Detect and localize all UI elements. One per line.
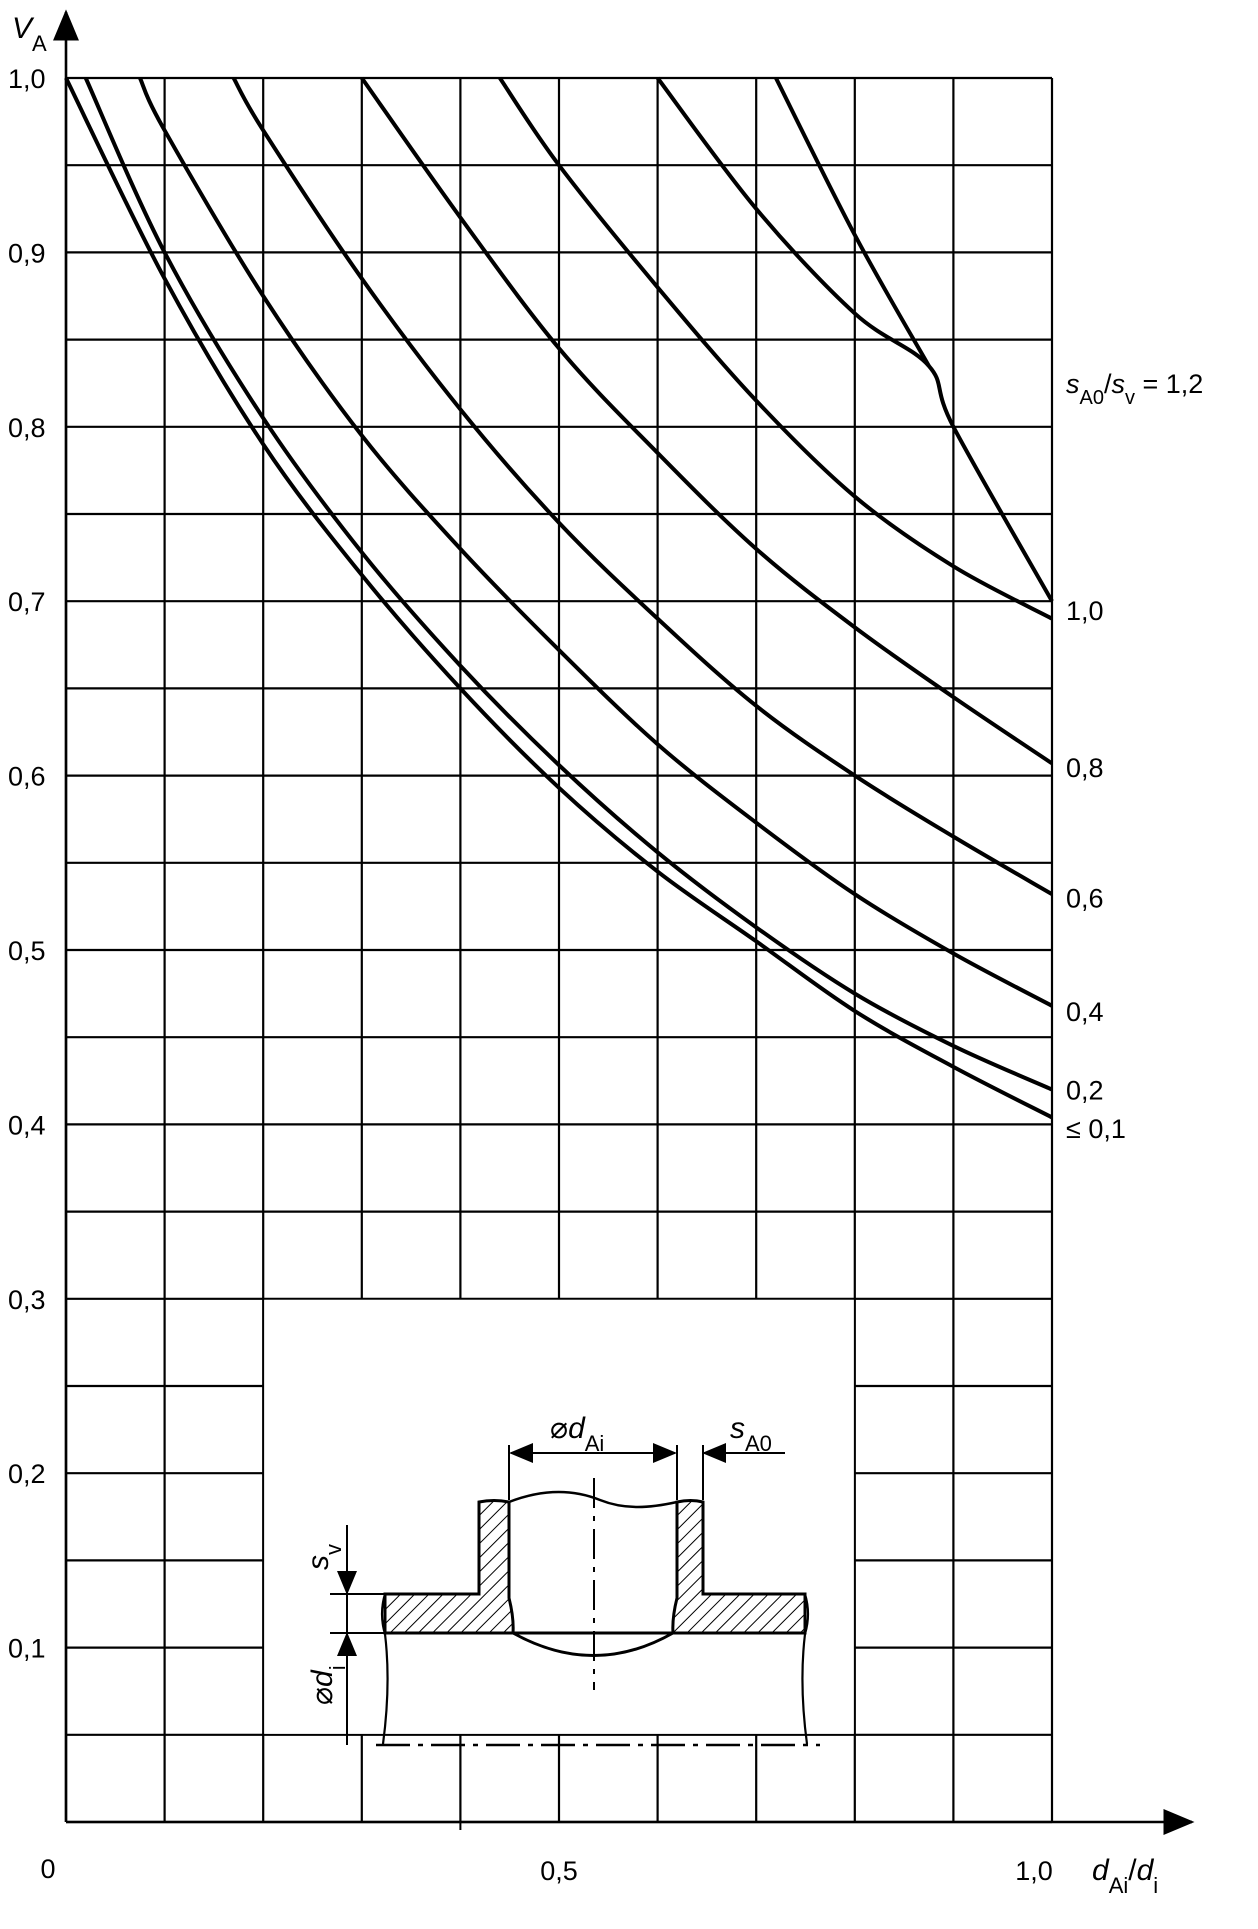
series-line-0 — [64, 77, 1053, 1120]
y-axis-label-part: A — [32, 31, 47, 56]
curve-label-part: A0 — [1080, 387, 1104, 409]
inset-label-dAi-part: d — [568, 1412, 586, 1445]
series-line-2 — [138, 77, 1053, 1008]
y-tick-label: 0,7 — [8, 587, 46, 617]
inset-label-dAi: ⌀dAi — [550, 1412, 604, 1456]
inset-label-sv: sv — [302, 1544, 346, 1570]
inset-break-right — [801, 1593, 810, 1745]
y-tick-label: 0,6 — [8, 762, 46, 792]
y-tick-label: 0,3 — [8, 1285, 46, 1315]
curve-label: 1,0 — [1066, 596, 1104, 626]
inset-label-di-part: d — [306, 1669, 339, 1687]
y-tick-label: 0,2 — [8, 1459, 46, 1489]
inset-label-di: ⌀di — [306, 1665, 350, 1705]
curve-label: 0,4 — [1066, 997, 1104, 1027]
x-axis-label-part: d — [1137, 1854, 1155, 1887]
series-line-4 — [360, 76, 1054, 766]
tick-labels: 0,10,20,30,40,50,60,70,80,91,00 0,5 1,0VAd… — [8, 12, 1203, 1898]
inset-label-sA0-part: A0 — [745, 1431, 772, 1456]
y-axis-label: VA — [12, 12, 47, 56]
inset-hatched-right — [671, 1499, 807, 1635]
y-tick-label: 0,9 — [8, 238, 46, 268]
inset-label-dAi-part: Ai — [585, 1431, 605, 1456]
series-line-7 — [774, 77, 931, 367]
curve-label: ≤ 0,1 — [1066, 1114, 1126, 1144]
axes — [53, 9, 1195, 1835]
x-axis-label: dAi/di — [1092, 1854, 1158, 1898]
curve-label-part: s — [1111, 369, 1125, 399]
curve-label-part: v — [1125, 387, 1135, 409]
inset-label-sv-part: s — [302, 1555, 335, 1570]
curve-label: 0,6 — [1066, 884, 1104, 914]
y-tick-label: 0,5 — [8, 936, 46, 966]
inset-label-sA0-part: s — [730, 1412, 745, 1445]
curve-label: sA0/sv = 1,2 — [1066, 369, 1203, 409]
inset-hatched-left — [383, 1499, 515, 1635]
curve-label: 0,8 — [1066, 753, 1104, 783]
x-axis-label-part: d — [1092, 1854, 1110, 1887]
x-tick-label: 0,5 — [540, 1856, 578, 1886]
curve-label: 0,2 — [1066, 1076, 1104, 1106]
series-line-1 — [83, 77, 1053, 1092]
y-tick-label: 0,4 — [8, 1110, 46, 1140]
y-axis-label-part: V — [12, 12, 35, 45]
inset-label-dAi-part: ⌀ — [550, 1412, 568, 1445]
curve-label-part: = 1,2 — [1135, 369, 1203, 399]
x-axis-label-part: i — [1153, 1873, 1158, 1898]
series-line-6 — [656, 76, 1054, 603]
x-axis-label-part: Ai — [1109, 1873, 1129, 1898]
inset-break-line-top — [508, 1490, 678, 1509]
inset-label-sA0: sA0 — [730, 1412, 772, 1456]
series-line-5 — [498, 76, 1053, 621]
inset-label-sv-part: v — [321, 1544, 346, 1555]
curve-label-part: / — [1104, 369, 1112, 399]
x-tick-label: 1,0 — [1015, 1856, 1053, 1886]
y-tick-label: 0,1 — [8, 1634, 46, 1664]
inset-label-di-part: ⌀ — [306, 1687, 339, 1705]
y-tick-label: 0,8 — [8, 413, 46, 443]
grid-lines — [64, 76, 1054, 1824]
x-tick-label: 0 — [40, 1854, 55, 1884]
inset-break-left — [380, 1593, 389, 1745]
data-series — [64, 76, 1054, 1120]
series-line-3 — [231, 77, 1054, 896]
curve-label-part: s — [1066, 369, 1080, 399]
inset-background — [264, 1299, 854, 1734]
x-axis-label-part: / — [1128, 1854, 1137, 1887]
y-tick-label: 1,0 — [8, 64, 46, 94]
inset-label-di-part: i — [325, 1665, 350, 1670]
